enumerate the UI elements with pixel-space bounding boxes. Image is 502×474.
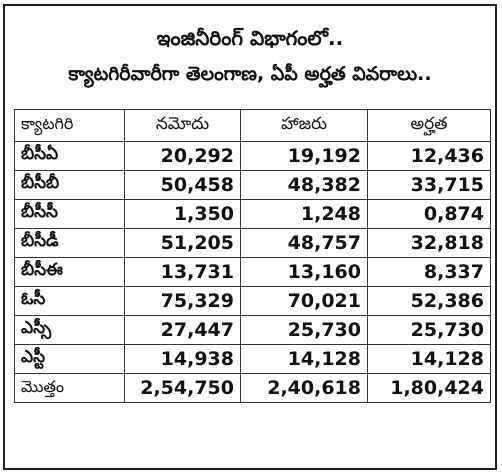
qualified-cell: 52,386 [367, 286, 491, 316]
appeared-cell: 48,382 [240, 170, 368, 200]
title-line-1: ఇంజినీరింగ్ విభాగంలో.. [156, 26, 344, 50]
category-cell: ఓసీ [14, 286, 125, 316]
category-cell: బీసీడీ [14, 228, 125, 258]
total-row: మొత్తం 2,54,750 2,40,618 1,80,424 [14, 373, 491, 403]
category-cell: బీసీబీ [14, 170, 125, 200]
title-line-2: క్యాటగిరీవారీగా తెలంగాణ, ఏపీ అర్హత వివరా… [68, 63, 432, 85]
category-cell: బీసీసీ [14, 199, 125, 229]
category-cell: బీసీఏ [14, 141, 125, 171]
qualified-cell: 14,128 [367, 344, 491, 374]
registered-cell: 13,731 [124, 257, 241, 287]
table-row: బీసీడీ 51,205 48,757 32,818 [14, 228, 491, 258]
table-row: ఓసీ 75,329 70,021 52,386 [14, 286, 491, 316]
registered-cell: 75,329 [124, 286, 241, 316]
appeared-cell: 19,192 [240, 141, 368, 171]
category-cell: ఎస్సీ [14, 315, 125, 345]
registered-cell: 50,458 [124, 170, 241, 200]
table-row: బీసీఏ 20,292 19,192 12,436 [14, 141, 491, 171]
appeared-cell: 48,757 [240, 228, 368, 258]
category-cell: ఎస్టీ [14, 344, 125, 374]
registered-cell: 51,205 [124, 228, 241, 258]
qualified-cell: 33,715 [367, 170, 491, 200]
appeared-cell: 70,021 [240, 286, 368, 316]
registered-cell: 27,447 [124, 315, 241, 345]
total-registered: 2,54,750 [124, 373, 241, 403]
total-label: మొత్తం [14, 373, 125, 403]
header-appeared: హాజరు [240, 109, 368, 142]
registered-cell: 1,350 [124, 199, 241, 229]
appeared-cell: 14,128 [240, 344, 368, 374]
table-row: బీసీబీ 50,458 48,382 33,715 [14, 170, 491, 200]
table-card: ఇంజినీరింగ్ విభాగంలో.. క్యాటగిరీవారీగా త… [3, 4, 497, 470]
appeared-cell: 1,248 [240, 199, 368, 229]
header-category: క్యాటగిరి [14, 109, 125, 142]
category-cell: బీసీఈ [14, 257, 125, 287]
total-qualified: 1,80,424 [367, 373, 491, 403]
registered-cell: 20,292 [124, 141, 241, 171]
header-qualified: అర్హత [367, 109, 491, 142]
table-row: ఎస్సీ 27,447 25,730 25,730 [14, 315, 491, 345]
header-registered: నమోదు [124, 109, 241, 142]
appeared-cell: 25,730 [240, 315, 368, 345]
appeared-cell: 13,160 [240, 257, 368, 287]
table-row: బీసీసీ 1,350 1,248 0,874 [14, 199, 491, 229]
qualified-cell: 8,337 [367, 257, 491, 287]
header-row: క్యాటగిరి నమోదు హాజరు అర్హత [14, 109, 491, 142]
total-appeared: 2,40,618 [240, 373, 368, 403]
qualified-cell: 25,730 [367, 315, 491, 345]
qualified-cell: 12,436 [367, 141, 491, 171]
qualified-cell: 0,874 [367, 199, 491, 229]
table-row: ఎస్టీ 14,938 14,128 14,128 [14, 344, 491, 374]
qualified-cell: 32,818 [367, 228, 491, 258]
registered-cell: 14,938 [124, 344, 241, 374]
table-row: బీసీఈ 13,731 13,160 8,337 [14, 257, 491, 287]
eligibility-table: క్యాటగిరి నమోదు హాజరు అర్హత బీసీఏ 20,292… [14, 109, 491, 403]
